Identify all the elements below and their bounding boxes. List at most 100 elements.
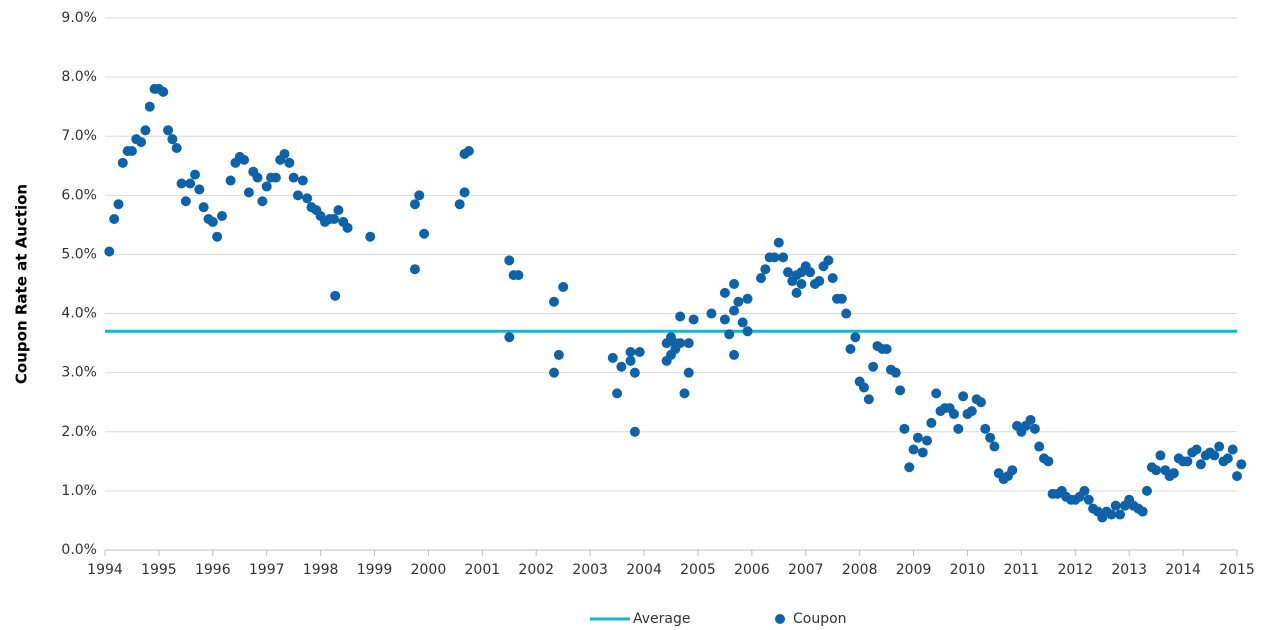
coupon-point xyxy=(198,202,209,213)
coupon-point xyxy=(625,355,636,366)
coupon-point xyxy=(782,267,793,278)
coupon-point xyxy=(126,146,137,156)
coupon-point xyxy=(207,216,218,227)
x-tick-label: 2009 xyxy=(896,562,932,578)
coupon-point xyxy=(171,143,182,154)
coupon-point xyxy=(1168,468,1179,479)
coupon-point xyxy=(827,273,838,284)
coupon-point xyxy=(190,169,201,180)
coupon-point xyxy=(625,346,636,357)
coupon-point xyxy=(742,326,753,337)
coupon-point xyxy=(1029,423,1040,434)
coupon-point xyxy=(742,293,753,304)
x-tick-label: 2000 xyxy=(411,562,447,578)
coupon-point xyxy=(729,349,740,360)
coupon-point xyxy=(104,246,115,257)
coupon-point xyxy=(113,199,124,210)
coupon-point xyxy=(729,279,740,289)
coupon-point xyxy=(841,308,852,319)
coupon-point xyxy=(239,154,250,165)
x-tick-label: 2010 xyxy=(950,562,986,578)
coupon-point xyxy=(558,281,569,292)
coupon-point xyxy=(1025,414,1036,425)
coupon-point xyxy=(823,255,834,266)
coupon-point xyxy=(257,196,268,207)
coupon-point xyxy=(881,344,892,355)
coupon-point xyxy=(1083,494,1094,505)
x-tick-label: 2005 xyxy=(680,562,716,578)
coupon-point xyxy=(365,231,376,242)
coupon-point xyxy=(773,237,784,248)
coupon-point xyxy=(756,273,767,284)
x-tick-label: 2013 xyxy=(1111,562,1147,578)
coupon-point xyxy=(966,406,977,417)
y-tick-label: 0.0% xyxy=(61,542,97,558)
coupon-point xyxy=(989,441,1000,452)
coupon-point xyxy=(1141,485,1152,496)
x-tick-label: 2014 xyxy=(1165,562,1201,578)
coupon-point xyxy=(908,444,919,455)
coupon-point xyxy=(297,175,308,186)
coupon-point xyxy=(899,423,910,434)
coupon-point xyxy=(814,276,825,287)
coupon-point xyxy=(243,187,254,198)
coupon-point xyxy=(1214,441,1225,452)
coupon-point xyxy=(616,361,627,372)
coupon-point xyxy=(1232,471,1242,482)
coupon-point xyxy=(414,190,425,201)
coupon-point xyxy=(292,190,303,201)
coupon-point xyxy=(330,290,341,301)
coupon-point xyxy=(1191,444,1202,455)
coupon-point xyxy=(288,172,299,183)
coupon-point xyxy=(975,397,986,408)
y-tick-label: 2.0% xyxy=(61,424,97,440)
coupon-point xyxy=(778,252,789,263)
x-tick-label: 2003 xyxy=(572,562,608,578)
coupon-point xyxy=(1115,509,1126,520)
x-tick-label: 2004 xyxy=(626,562,662,578)
coupon-point xyxy=(454,199,465,210)
coupon-point xyxy=(724,329,735,340)
coupon-point xyxy=(1209,450,1220,461)
coupon-point xyxy=(931,388,942,399)
coupon-point xyxy=(225,175,236,186)
coupon-point xyxy=(953,423,964,434)
x-tick-label: 1997 xyxy=(249,562,285,578)
coupon-point xyxy=(980,423,991,434)
coupon-point xyxy=(109,213,120,224)
coupon-point xyxy=(1151,465,1162,476)
coupon-point xyxy=(136,137,147,148)
coupon-point xyxy=(144,101,155,112)
y-tick-label: 6.0% xyxy=(61,187,97,203)
coupon-point xyxy=(679,388,690,399)
x-tick-label: 2015 xyxy=(1219,562,1255,578)
coupon-point xyxy=(760,264,771,275)
coupon-point xyxy=(985,432,996,443)
x-tick-label: 2012 xyxy=(1057,562,1093,578)
coupon-point xyxy=(791,287,802,298)
coupon-point xyxy=(252,172,263,183)
coupon-point xyxy=(917,447,928,458)
x-tick-label: 1998 xyxy=(303,562,339,578)
coupon-point xyxy=(1236,459,1247,470)
x-tick-label: 1994 xyxy=(87,562,123,578)
coupon-point xyxy=(513,270,524,281)
y-axis-label: Coupon Rate at Auction xyxy=(13,184,31,384)
coupon-point xyxy=(706,308,717,319)
coupon-point xyxy=(270,172,281,183)
coupon-point xyxy=(549,367,560,378)
coupon-point xyxy=(629,367,640,378)
coupon-point xyxy=(922,435,933,446)
coupon-point xyxy=(805,267,816,278)
coupon-point xyxy=(158,86,169,97)
coupon-point xyxy=(1034,441,1045,452)
coupon-point xyxy=(117,157,128,168)
x-tick-label: 2002 xyxy=(518,562,554,578)
coupon-point xyxy=(342,222,353,233)
coupon-point xyxy=(634,346,645,357)
coupon-point xyxy=(868,361,879,372)
coupon-point xyxy=(688,314,699,325)
legend-label: Average xyxy=(633,611,691,627)
coupon-point xyxy=(850,332,861,343)
